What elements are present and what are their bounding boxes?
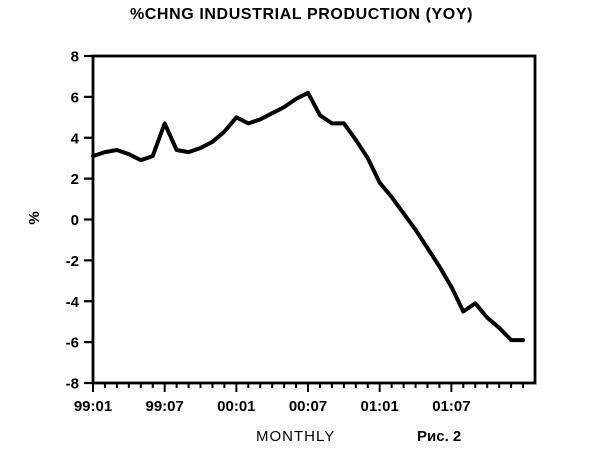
- y-axis-ticks: 8 6 4 2 0 -2 -4 -6 -8: [66, 49, 93, 393]
- y-tick-label: 6: [71, 89, 79, 106]
- series-line: [91, 90, 526, 343]
- y-axis-label: %: [26, 211, 43, 225]
- chart-title: %CHNG INDUSTRIAL PRODUCTION (YOY): [129, 6, 474, 23]
- y-tick-label: 0: [71, 212, 79, 229]
- x-tick-label: 01:07: [432, 398, 470, 415]
- y-tick-label: 2: [71, 171, 79, 188]
- x-tick-label: 99:01: [74, 398, 112, 415]
- figure-caption: Рис. 2: [417, 428, 462, 445]
- y-tick-label: 4: [71, 130, 80, 147]
- x-tick-label: 00:07: [289, 398, 327, 415]
- y-tick-label: -6: [66, 335, 79, 352]
- x-tick-label: 00:01: [217, 398, 255, 415]
- x-tick-label: 01:01: [361, 398, 399, 415]
- y-tick-label: -8: [66, 376, 79, 393]
- x-axis-label: MONTHLY: [256, 428, 336, 445]
- y-tick-label: -4: [66, 294, 80, 311]
- y-tick-label: 8: [71, 49, 79, 66]
- x-axis-ticks: 99:01 99:07 00:01 00:07 01:01 01:07: [74, 383, 525, 415]
- y-tick-label: -2: [66, 253, 79, 270]
- x-tick-label: 99:07: [145, 398, 183, 415]
